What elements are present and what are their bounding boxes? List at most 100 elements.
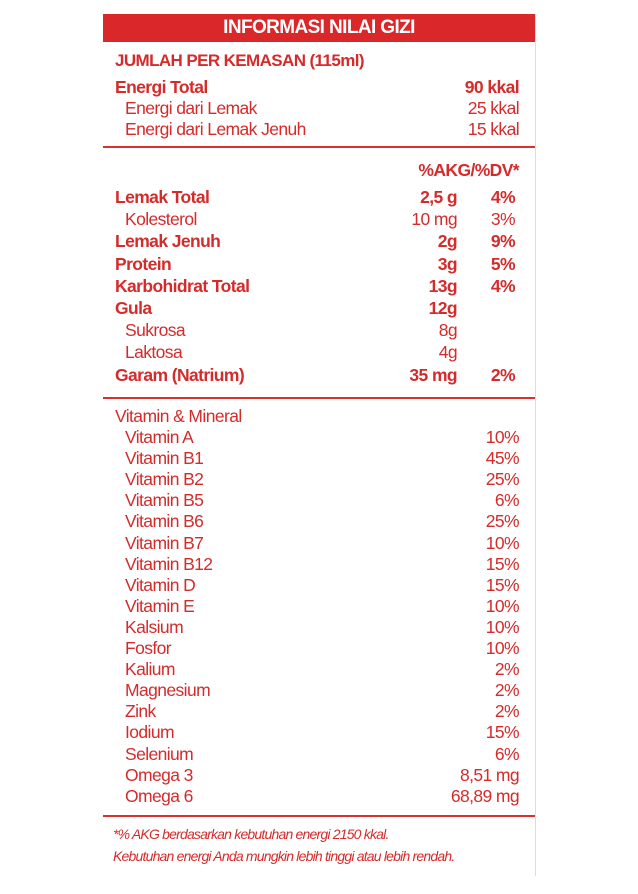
vitamin-label: Vitamin B1	[125, 448, 204, 469]
nutrient-row: Selenium 6%	[103, 744, 535, 765]
energy-label: Energi dari Lemak	[125, 98, 257, 118]
nutrient-row: Vitamin B5 6%	[103, 490, 535, 511]
footnote-line-2: Kebutuhan energi Anda mungkin lebih ting…	[113, 848, 455, 864]
energy-label: Energi Total	[115, 77, 208, 97]
nutrient-row: Vitamin B2 25%	[103, 469, 535, 490]
nutrient-row: Omega 3 8,51 mg	[103, 765, 535, 786]
nutrient-row: Energi dari Lemak 25 kkal	[103, 98, 535, 119]
dv-header: %AKG/%DV*	[418, 160, 519, 180]
nutrient-row: Vitamin A 10%	[103, 427, 535, 448]
nutrient-percent: 5%	[490, 253, 516, 274]
nutrient-row: Energi dari Lemak Jenuh 15 kkal	[103, 119, 535, 140]
nutrient-row: Iodium 15%	[103, 722, 535, 743]
vitamin-label: Kalium	[125, 659, 176, 680]
nutrient-amount: 35 mg	[409, 364, 457, 385]
vitamin-label: Vitamin B7	[125, 532, 204, 553]
vitamin-value: 6%	[494, 743, 520, 764]
dv-header-row: %AKG/%DV*	[103, 160, 535, 181]
vitamin-value: 15%	[485, 722, 520, 743]
nutrient-row: Vitamin B12 15%	[103, 554, 535, 575]
vitamin-label: Iodium	[125, 722, 175, 743]
nutrient-label: Lemak Total	[115, 187, 210, 207]
vitamin-value: 25%	[485, 511, 520, 532]
nutrient-row: Kalsium 10%	[103, 617, 535, 638]
nutrient-row: Omega 6 68,89 mg	[103, 786, 535, 807]
divider	[103, 146, 535, 148]
nutrient-label: Sukrosa	[125, 320, 186, 341]
nutrient-row: Lemak Total 2,5 g 4%	[103, 187, 535, 208]
nutrient-row: Gula 12g	[103, 298, 535, 319]
nutrient-row: Garam (Natrium) 35 mg 2%	[103, 365, 535, 386]
vitamin-label: Vitamin A	[125, 427, 194, 447]
vitamin-label: Fosfor	[125, 638, 172, 658]
nutrient-amount: 10 mg	[411, 209, 457, 230]
nutrient-row: Vitamin D 15%	[103, 575, 535, 596]
energy-label: Energi dari Lemak Jenuh	[125, 119, 306, 139]
vitamin-value: 10%	[485, 616, 520, 637]
vitamin-label: Selenium	[125, 743, 194, 764]
energy-value: 25 kkal	[467, 98, 520, 118]
vitamin-value: 10%	[485, 427, 520, 447]
vitamin-value: 10%	[485, 532, 520, 553]
vitamin-value: 2%	[494, 680, 520, 701]
vitamin-value: 8,51 mg	[459, 764, 520, 785]
vitamin-header-row: Vitamin & Mineral	[103, 406, 535, 427]
vitamin-label: Magnesium	[125, 680, 211, 701]
vitamin-label: Vitamin B2	[125, 469, 204, 490]
nutrient-row: Sukrosa 8g	[103, 320, 535, 341]
vitamin-label: Zink	[125, 701, 156, 722]
vitamin-label: Vitamin B6	[125, 511, 204, 532]
nutrient-percent: 9%	[490, 231, 516, 252]
vitamin-value: 15%	[485, 553, 520, 574]
vitamin-value: 10%	[485, 595, 520, 616]
nutrient-amount: 2,5 g	[420, 187, 457, 207]
vitamin-label: Vitamin D	[125, 574, 196, 595]
nutrient-label: Lemak Jenuh	[115, 231, 221, 252]
nutrient-label: Protein	[115, 253, 172, 274]
nutrient-row: Karbohidrat Total 13g 4%	[103, 276, 535, 297]
nutrient-row: Vitamin E 10%	[103, 596, 535, 617]
divider	[103, 397, 535, 399]
vitamin-value: 10%	[485, 638, 520, 658]
nutrient-row: Zink 2%	[103, 701, 535, 722]
nutrient-row: Protein 3g 5%	[103, 254, 535, 275]
nutrient-row: Kalium 2%	[103, 659, 535, 680]
nutrient-row: Vitamin B1 45%	[103, 448, 535, 469]
nutrient-row: Lemak Jenuh 2g 9%	[103, 231, 535, 252]
nutrition-title: INFORMASI NILAI GIZI	[103, 14, 535, 42]
vitamin-value: 68,89 mg	[450, 785, 520, 806]
nutrient-row: Vitamin B7 10%	[103, 533, 535, 554]
nutrient-row: Magnesium 2%	[103, 680, 535, 701]
nutrient-label: Gula	[115, 298, 152, 318]
nutrient-row: Laktosa 4g	[103, 342, 535, 363]
vitamin-label: Omega 3	[125, 764, 193, 785]
nutrient-percent: 3%	[490, 209, 516, 230]
energy-value: 15 kkal	[467, 119, 520, 139]
nutrient-label: Laktosa	[125, 342, 183, 363]
energy-value: 90 kkal	[464, 77, 520, 97]
vitamin-label: Vitamin B5	[125, 490, 204, 511]
vitamin-value: 15%	[485, 574, 520, 595]
nutrient-percent: 4%	[490, 275, 516, 296]
nutrient-amount: 4g	[438, 342, 458, 363]
nutrient-row: Fosfor 10%	[103, 638, 535, 659]
nutrition-facts-panel: INFORMASI NILAI GIZI JUMLAH PER KEMASAN …	[103, 14, 536, 876]
vitamin-value: 2%	[494, 659, 520, 680]
vitamin-value: 45%	[485, 448, 520, 469]
footnote-line-1: *% AKG berdasarkan kebutuhan energi 2150…	[113, 826, 389, 842]
serving-size: JUMLAH PER KEMASAN (115ml)	[115, 51, 364, 70]
nutrient-amount: 13g	[428, 275, 458, 296]
nutrient-percent: 2%	[490, 364, 516, 385]
vitamin-label: Kalsium	[125, 616, 184, 637]
vitamin-value: 6%	[494, 490, 520, 511]
nutrient-amount: 8g	[438, 320, 458, 341]
nutrient-label: Kolesterol	[125, 209, 197, 230]
vitamin-label: Omega 6	[125, 785, 193, 806]
vitamin-value: 25%	[485, 469, 520, 490]
nutrient-row: Kolesterol 10 mg 3%	[103, 209, 535, 230]
vitamin-label: Vitamin B12	[125, 553, 213, 574]
nutrient-amount: 2g	[437, 231, 458, 252]
nutrient-row: Vitamin B6 25%	[103, 511, 535, 532]
nutrient-label: Karbohidrat Total	[115, 275, 250, 296]
nutrient-label: Garam (Natrium)	[115, 364, 245, 385]
